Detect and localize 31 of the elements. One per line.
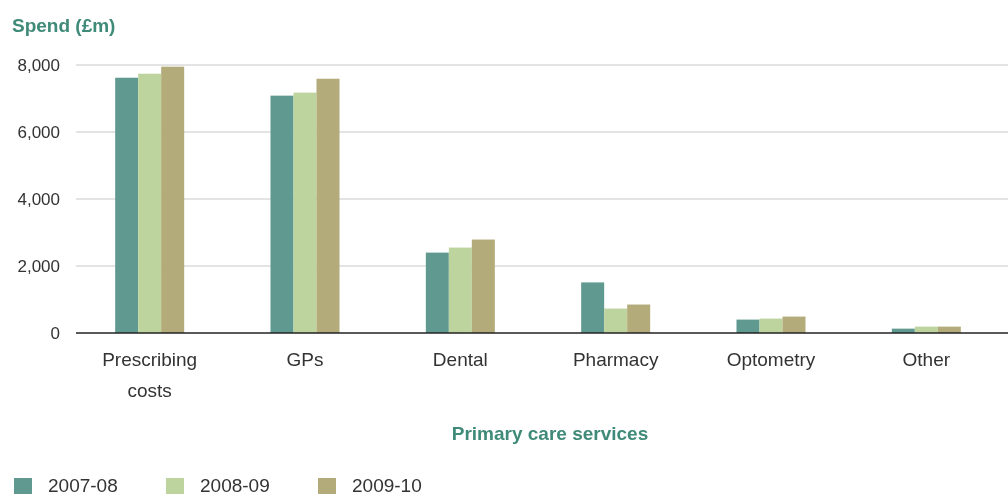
bar xyxy=(627,304,651,333)
bar xyxy=(736,319,760,333)
y-tick-label: 4,000 xyxy=(17,189,60,209)
x-tick-label: Dental xyxy=(432,349,488,370)
x-tick-label: Other xyxy=(902,349,951,370)
bar xyxy=(448,247,472,333)
bar xyxy=(316,78,340,333)
y-axis-title: Spend (£m) xyxy=(12,15,116,36)
y-tick-label: 0 xyxy=(50,323,60,343)
y-tick-label: 6,000 xyxy=(17,122,60,142)
y-tick-label: 2,000 xyxy=(17,256,60,276)
x-tick-label: GPs xyxy=(286,349,324,370)
legend-label: 2009-10 xyxy=(352,475,422,496)
legend-label: 2007-08 xyxy=(48,475,118,496)
bar xyxy=(138,73,162,333)
bar xyxy=(115,77,139,333)
x-tick-label: Optometry xyxy=(726,349,816,370)
bar xyxy=(161,66,185,333)
bar xyxy=(425,252,449,333)
legend-label: 2008-09 xyxy=(200,475,270,496)
bar xyxy=(782,316,806,333)
x-tick-label: Prescribing costs xyxy=(102,349,198,401)
bar xyxy=(270,95,294,333)
bar xyxy=(293,92,317,333)
x-axis-title: Primary care services xyxy=(451,423,649,444)
bar xyxy=(471,239,495,333)
y-tick-label: 8,000 xyxy=(17,55,60,75)
x-tick-label: Pharmacy xyxy=(572,349,659,370)
bar xyxy=(581,282,605,333)
bar xyxy=(604,308,628,333)
bar xyxy=(759,318,783,333)
